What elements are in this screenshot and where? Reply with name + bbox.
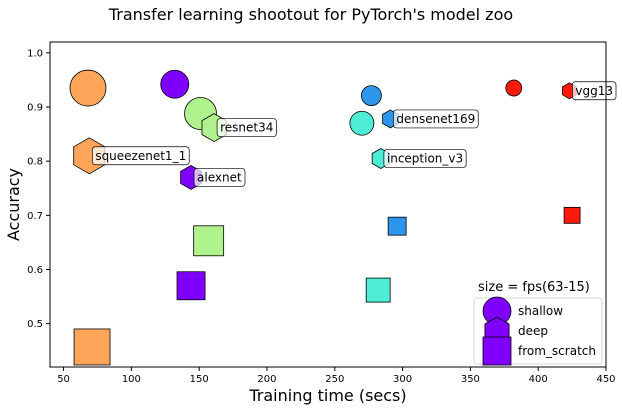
annotation-box: [393, 109, 479, 129]
x-tick-label: 200: [257, 374, 276, 385]
from_scratch-point-squeezenet1_1: [73, 328, 111, 366]
annotation-label: vgg13: [575, 84, 613, 98]
annotation-resnet34: resnet34: [216, 118, 277, 137]
y-tick-label: 1.0: [27, 48, 43, 59]
annotation-label: alexnet: [197, 170, 242, 184]
from_scratch-point-inception_v3: [365, 277, 391, 303]
annotation-box: [91, 146, 190, 166]
x-tick-label: 300: [393, 374, 412, 385]
annotation-box: [216, 118, 277, 137]
annotation-vgg13: vgg13: [572, 81, 617, 101]
y-tick-label: 0.5: [27, 319, 43, 330]
y-axis-label: Accuracy: [4, 168, 23, 241]
annotation-inception_v3: inception_v3: [383, 149, 467, 168]
x-tick-label: 100: [122, 374, 141, 385]
from_scratch-point-densenet169: [387, 216, 407, 236]
from_scratch-point-vgg13: [563, 206, 581, 224]
y-tick-label: 0.9: [27, 103, 43, 114]
chart-title: Transfer learning shootout for PyTorch's…: [108, 5, 513, 24]
legend-label-shallow: shallow: [518, 304, 563, 318]
x-axis-label: Training time (secs): [248, 386, 406, 405]
shallow-point-inception_v3: [349, 110, 375, 136]
x-tick-label: 350: [461, 374, 480, 385]
legend-title: size = fps(63-15): [478, 280, 590, 295]
annotation-label: inception_v3: [387, 151, 463, 165]
x-tick-label: 250: [325, 374, 344, 385]
legend-label-from_scratch: from_scratch: [518, 344, 596, 358]
from_scratch-point-resnet34: [193, 225, 225, 257]
x-tick-label: 50: [57, 374, 70, 385]
annotation-alexnet: alexnet: [193, 168, 246, 187]
x-tick-label: 400: [529, 374, 548, 385]
annotation-label: squeezenet1_1: [95, 149, 186, 163]
legend-label-deep: deep: [518, 324, 548, 338]
legend: size = fps(63-15) shallow deep from_scratc…: [473, 280, 603, 366]
annotation-label: resnet34: [220, 121, 273, 135]
from_scratch-point-alexnet: [176, 271, 206, 301]
legend-swatch-from_scratch: [482, 336, 512, 366]
annotation-box: [383, 149, 467, 168]
axis-ticks: 50 100 150 200 250 300 350 400 450 0.5 0.6 0.7 0.8 0.…: [27, 48, 615, 385]
shallow-point-squeezenet1_1: [69, 69, 107, 107]
plot-frame: [49, 41, 607, 368]
y-tick-label: 0.6: [27, 265, 43, 276]
shallow-point-densenet169: [360, 85, 382, 107]
x-tick-label: 150: [190, 374, 209, 385]
annotation-densenet169: densenet169: [393, 109, 479, 129]
legend-entries: shallow deep from_scratch: [482, 296, 596, 366]
y-tick-label: 0.7: [27, 211, 43, 222]
shallow-point-vgg13: [505, 79, 523, 97]
annotation-box: [193, 168, 246, 187]
shallow-point-alexnet: [160, 69, 190, 99]
annotation-squeezenet1_1: squeezenet1_1: [91, 146, 190, 166]
x-tick-label: 450: [596, 374, 615, 385]
y-tick-label: 0.8: [27, 157, 43, 168]
annotation-label: densenet169: [396, 112, 475, 126]
annotation-box: [572, 81, 617, 101]
